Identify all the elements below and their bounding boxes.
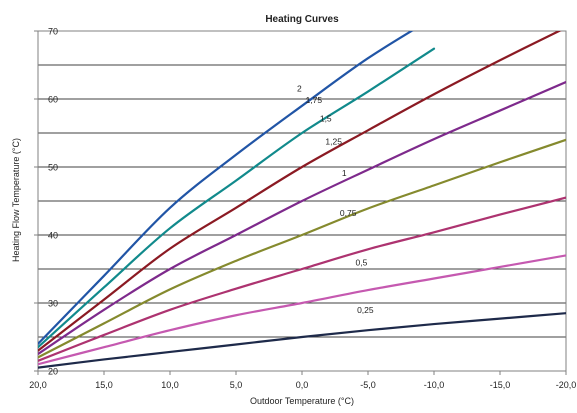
tick-layer: 20,0 15,0 10,0 5,0 0,0 -5,0 -10,0 -15,0 -20,0 20 3… — [29, 27, 576, 391]
series-label-4: 1,25 — [325, 137, 342, 147]
series-line-5 — [38, 31, 562, 352]
y-tick-label: 60 — [48, 95, 58, 105]
series-line-0 — [38, 312, 566, 369]
series-label-1: 0,5 — [355, 258, 367, 268]
x-tick-label: -15,0 — [490, 380, 511, 390]
x-tick-label: 15,0 — [95, 380, 113, 390]
series-label-3: 1 — [342, 168, 347, 178]
series-label-layer: 0,25 0,5 0,75 1 1,25 1,5 1,75 2 — [297, 84, 374, 316]
series-label-7: 2 — [297, 84, 302, 94]
chart-title: Heating Curves — [265, 14, 339, 25]
x-tick-label: 10,0 — [161, 380, 179, 390]
x-tick-label: -5,0 — [360, 380, 376, 390]
series-label-6: 1,75 — [306, 95, 323, 105]
x-tick-label: -20,0 — [556, 380, 577, 390]
series-line-3 — [38, 138, 566, 359]
x-tick-label: 20,0 — [29, 380, 47, 390]
series-label-0: 0,25 — [357, 305, 374, 315]
y-axis-label: Heating Flow Temperature (°C) — [11, 138, 21, 262]
series-label-5: 1,5 — [320, 113, 332, 123]
series-line-2 — [38, 196, 566, 362]
series-layer — [38, 31, 566, 369]
series-label-2: 0,75 — [340, 208, 357, 218]
series-line-4 — [38, 80, 566, 356]
x-tick-label: 5,0 — [230, 380, 243, 390]
x-tick-label: -10,0 — [424, 380, 445, 390]
y-tick-label: 20 — [48, 367, 58, 377]
x-tick-label: 0,0 — [296, 380, 309, 390]
y-tick-label: 30 — [48, 299, 58, 309]
series-line-7 — [38, 31, 414, 345]
y-tick-label: 50 — [48, 163, 58, 173]
y-tick-label: 40 — [48, 231, 58, 241]
x-axis-label: Outdoor Temperature (°C) — [250, 396, 354, 406]
series-line-1 — [38, 254, 566, 366]
series-line-6 — [38, 47, 436, 349]
y-tick-label: 70 — [48, 27, 58, 37]
